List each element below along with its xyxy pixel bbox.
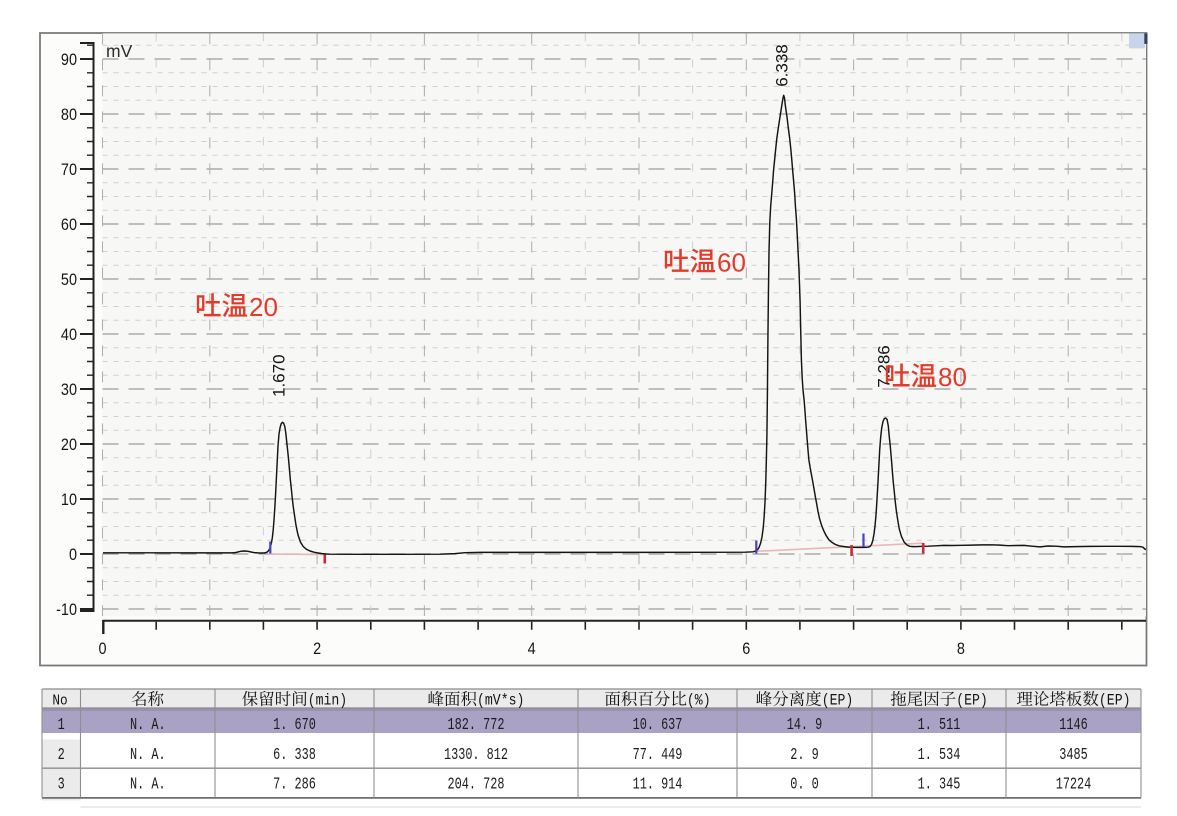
svg-text:17224: 17224: [1056, 776, 1092, 794]
svg-text:8: 8: [957, 640, 965, 658]
svg-text:182. 772: 182. 772: [448, 716, 505, 734]
svg-text:(min): (min): [308, 693, 348, 710]
svg-text:50: 50: [61, 271, 77, 289]
svg-text:1146: 1146: [1059, 716, 1087, 734]
svg-text:2: 2: [58, 746, 65, 764]
svg-text:11. 914: 11. 914: [633, 776, 683, 794]
svg-text:3: 3: [58, 776, 65, 794]
svg-text:(EP): (EP): [956, 693, 988, 710]
svg-text:1330. 812: 1330. 812: [444, 746, 508, 764]
svg-text:1. 534: 1. 534: [918, 746, 961, 764]
svg-text:0. 0: 0. 0: [790, 776, 818, 794]
svg-text:(%): (%): [687, 693, 711, 710]
svg-text:(EP): (EP): [1099, 693, 1131, 710]
svg-text:3485: 3485: [1059, 746, 1087, 764]
svg-text:1. 670: 1. 670: [273, 716, 316, 734]
svg-text:6. 338: 6. 338: [273, 746, 316, 764]
svg-text:N. A.: N. A.: [130, 776, 166, 794]
svg-text:1: 1: [58, 716, 65, 734]
svg-text:N. A.: N. A.: [130, 746, 166, 764]
svg-text:1.670: 1.670: [269, 354, 288, 397]
svg-text:6.338: 6.338: [772, 44, 791, 87]
svg-text:80: 80: [61, 106, 77, 124]
svg-text:7.286: 7.286: [874, 345, 893, 388]
svg-text:14. 9: 14. 9: [787, 716, 823, 734]
svg-text:2. 9: 2. 9: [790, 746, 818, 764]
svg-text:2: 2: [313, 640, 321, 658]
svg-text:10: 10: [61, 491, 77, 509]
svg-text:4: 4: [528, 640, 536, 658]
svg-text:(EP): (EP): [822, 693, 854, 710]
svg-text:10. 637: 10. 637: [633, 716, 683, 734]
svg-text:70: 70: [61, 161, 77, 179]
svg-text:0: 0: [98, 640, 106, 658]
svg-text:40: 40: [61, 326, 77, 344]
svg-text:20: 20: [61, 436, 77, 454]
svg-text:204. 728: 204. 728: [448, 776, 505, 794]
svg-text:mV: mV: [106, 41, 133, 61]
svg-text:(mV*s): (mV*s): [477, 693, 524, 710]
svg-text:80: 80: [938, 362, 967, 392]
svg-text:30: 30: [61, 381, 77, 399]
svg-text:6: 6: [742, 640, 750, 658]
svg-text:77. 449: 77. 449: [633, 746, 683, 764]
svg-text:0: 0: [69, 546, 77, 564]
svg-text:1. 511: 1. 511: [918, 716, 961, 734]
svg-text:1. 345: 1. 345: [918, 776, 961, 794]
svg-text:-10: -10: [56, 601, 77, 619]
svg-text:N. A.: N. A.: [130, 716, 166, 734]
svg-text:No: No: [52, 693, 67, 710]
svg-text:7. 286: 7. 286: [273, 776, 316, 794]
svg-text:60: 60: [717, 247, 746, 277]
svg-text:60: 60: [61, 216, 77, 234]
svg-text:20: 20: [249, 292, 278, 322]
svg-text:90: 90: [61, 51, 77, 69]
